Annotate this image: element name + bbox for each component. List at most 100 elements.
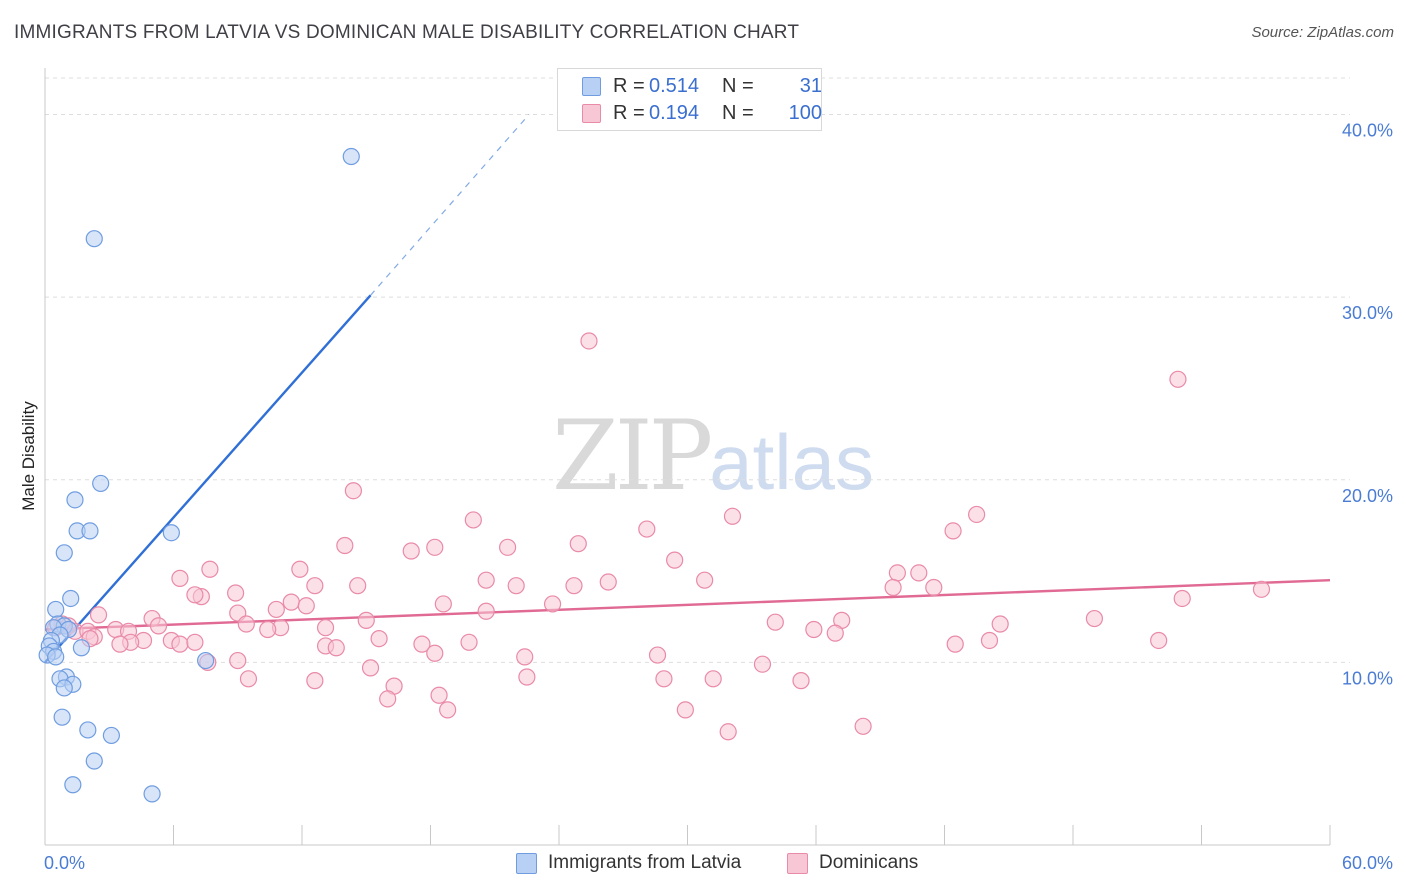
dominican-point [638, 520, 656, 538]
latvia-point [64, 776, 82, 794]
dominican-point [599, 573, 617, 591]
dominican-swatch [582, 104, 601, 123]
dominican-point [1173, 589, 1191, 608]
dominican-point [349, 577, 367, 595]
dominican-point [946, 635, 964, 653]
dominican-point [648, 646, 667, 664]
dominican-point [239, 670, 258, 688]
axes: 10.0% 20.0% 30.0% 40.0% [44, 68, 1393, 846]
dominican-point [854, 717, 872, 735]
dominican-trend-line [44, 579, 1331, 631]
dominican-point [426, 644, 444, 662]
n-value: 100 [788, 102, 822, 124]
latvia-point [66, 491, 84, 509]
dominican-point [980, 631, 999, 650]
dominican-point [464, 511, 482, 529]
dominican-point [884, 578, 902, 597]
dominican-point [719, 723, 737, 741]
dominican-point [344, 482, 362, 500]
dominican-point [888, 564, 906, 582]
dominican-point [111, 635, 129, 653]
dominican-point [655, 670, 673, 688]
dominican-point [696, 571, 714, 589]
source-credit: Source: ZipAtlas.com [1251, 24, 1394, 41]
n-label: N = [722, 102, 754, 124]
y-tick-label: 30.0% [1342, 303, 1393, 323]
r-value: 0.514 [649, 75, 700, 97]
latvia-point [143, 785, 161, 803]
dominican-point [518, 668, 536, 686]
dominican-point [229, 651, 247, 670]
dominican-point [316, 619, 335, 637]
dominican-point [580, 332, 598, 350]
dominican-point [227, 584, 245, 602]
y-tick-label: 10.0% [1342, 668, 1393, 688]
dominican-point [723, 507, 742, 525]
dominican-point [477, 602, 495, 620]
legend-label-latvia: Immigrants from Latvia [548, 852, 742, 873]
dominican-point [507, 577, 525, 595]
r-value: 0.194 [649, 102, 700, 124]
data-points [38, 147, 1271, 803]
dominican-point [704, 670, 722, 688]
dominican-point [516, 648, 534, 666]
trend-lines [44, 114, 1331, 664]
dominican-point [291, 560, 309, 578]
dominican-point [259, 620, 277, 639]
latvia-trend-extension [370, 114, 530, 296]
latvia-point [102, 726, 120, 745]
dominican-point [910, 564, 928, 582]
dominican-point [370, 630, 388, 648]
n-value: 31 [799, 75, 822, 97]
dominican-point [925, 578, 943, 597]
latvia-point [162, 524, 180, 542]
dominican-point [968, 505, 986, 524]
latvia-point [197, 651, 215, 670]
latvia-point [85, 752, 103, 770]
dominican-point [477, 571, 495, 589]
latvia-legend-swatch [516, 853, 537, 874]
dominican-point [676, 701, 694, 719]
dominican-point [460, 633, 478, 651]
chart-title: IMMIGRANTS FROM LATVIA VS DOMINICAN MALE… [14, 22, 800, 43]
y-tick-label: 40.0% [1342, 121, 1393, 141]
dominican-point [991, 615, 1009, 633]
latvia-point [47, 648, 65, 666]
dominican-point [402, 542, 420, 560]
dominican-point [327, 639, 345, 657]
dominican-point [499, 538, 517, 556]
latvia-point [342, 147, 360, 166]
latvia-point [85, 230, 103, 248]
dominican-point [149, 617, 168, 635]
dominican-point [1169, 370, 1187, 388]
dominican-point [944, 522, 962, 540]
dominican-point [306, 577, 324, 595]
dominican-point [171, 569, 189, 587]
dominican-point [361, 659, 380, 677]
dominican-point [297, 597, 315, 615]
dominican-point [439, 701, 457, 719]
dominican-point [434, 595, 452, 613]
dominican-point [237, 615, 255, 633]
latvia-point [79, 721, 97, 739]
latvia-point [47, 600, 65, 619]
dominican-point [89, 606, 108, 624]
dominican-point [379, 690, 397, 708]
dominican-point [1085, 609, 1104, 628]
latvia-swatch [582, 77, 601, 96]
dominican-point [357, 611, 375, 629]
dominican-point [267, 600, 285, 619]
dominican-point [282, 593, 300, 611]
latvia-point [53, 708, 71, 726]
grid [45, 77, 1350, 663]
dominican-point [766, 613, 784, 631]
dominican-point [666, 551, 684, 569]
dominican-point [569, 535, 587, 553]
dominican-point [201, 560, 219, 578]
dominican-point [805, 620, 823, 639]
dominican-point [171, 635, 189, 653]
dominican-point [543, 595, 562, 613]
dominican-point [306, 672, 324, 690]
latvia-point [81, 522, 99, 540]
